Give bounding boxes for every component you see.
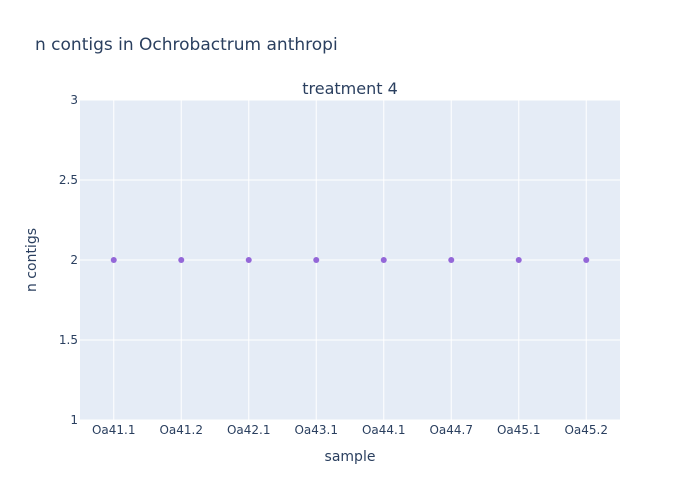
x-tick-label: Oa41.1 xyxy=(92,423,136,437)
y-tick-label: 3 xyxy=(70,93,78,107)
data-point xyxy=(515,257,522,263)
data-point xyxy=(110,257,117,263)
data-point xyxy=(448,257,455,263)
data-point xyxy=(583,257,590,263)
y-tick-label: 1 xyxy=(70,413,78,427)
x-tick-label: Oa41.2 xyxy=(159,423,203,437)
y-axis-ticks: 1 1.5 2 2.5 3 xyxy=(59,93,78,427)
y-axis-label: n contigs xyxy=(24,228,40,292)
x-axis-ticks: Oa41.1 Oa41.2 Oa42.1 Oa43.1 Oa44.1 Oa44.7 Oa45… xyxy=(92,423,608,437)
data-point xyxy=(178,257,185,263)
x-tick-label: Oa42.1 xyxy=(227,423,271,437)
y-tick-label: 2 xyxy=(70,253,78,267)
y-tick-label: 1.5 xyxy=(59,333,78,347)
data-point xyxy=(380,257,387,263)
x-axis-label: sample xyxy=(325,449,376,465)
x-tick-label: Oa44.1 xyxy=(362,423,406,437)
x-tick-label: Oa45.2 xyxy=(564,423,608,437)
x-tick-label: Oa45.1 xyxy=(497,423,541,437)
chart-title: n contigs in Ochrobactrum anthropi xyxy=(35,35,338,55)
subplot-title: treatment 4 xyxy=(302,79,398,98)
data-markers xyxy=(110,257,590,263)
data-point xyxy=(245,257,252,263)
x-tick-label: Oa43.1 xyxy=(294,423,338,437)
x-tick-label: Oa44.7 xyxy=(429,423,473,437)
y-tick-label: 2.5 xyxy=(59,173,78,187)
data-point xyxy=(313,257,320,263)
